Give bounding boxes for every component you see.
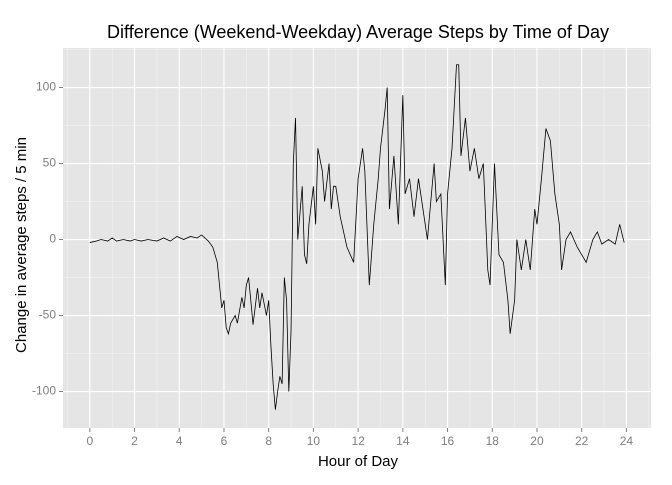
x-tick-label: 18 xyxy=(486,434,500,448)
x-tick-label: 12 xyxy=(351,434,365,448)
plot-panel xyxy=(63,48,651,428)
x-tick-label: 8 xyxy=(265,434,272,448)
x-tick-label: 10 xyxy=(307,434,321,448)
x-tick-label: 14 xyxy=(396,434,410,448)
chart-title: Difference (Weekend-Weekday) Average Ste… xyxy=(107,22,609,42)
y-tick-label: 50 xyxy=(43,156,57,170)
x-tick-label: 16 xyxy=(441,434,455,448)
x-tick-label: 0 xyxy=(86,434,93,448)
x-tick-label: 6 xyxy=(221,434,228,448)
y-tick-label: -50 xyxy=(39,308,57,322)
x-axis-label: Hour of Day xyxy=(318,453,399,470)
x-tick-label: 24 xyxy=(620,434,634,448)
x-tick-label: 20 xyxy=(530,434,544,448)
y-tick-label: 0 xyxy=(49,232,56,246)
y-axis-label: Change in average steps / 5 min xyxy=(13,137,30,353)
x-tick-label: 22 xyxy=(575,434,589,448)
line xyxy=(89,64,625,410)
x-tick-label: 2 xyxy=(131,434,138,448)
y-tick-label: 100 xyxy=(36,80,56,94)
y-tick-label: -100 xyxy=(32,384,56,398)
x-tick-label: 4 xyxy=(176,434,183,448)
